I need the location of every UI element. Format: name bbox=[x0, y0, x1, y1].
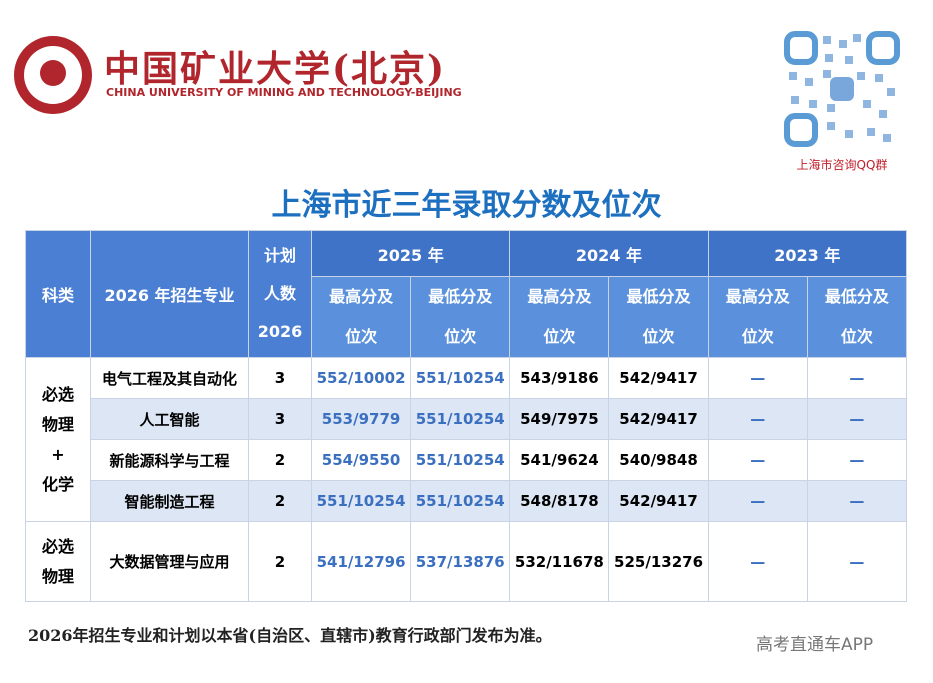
score-cell: — bbox=[707, 357, 808, 399]
sub-header: 最高分及位次 bbox=[509, 276, 610, 358]
score-cell: 532/11678 bbox=[509, 521, 610, 602]
header-cell: 计划人数 2026 bbox=[248, 230, 312, 358]
subject-line: 必选 bbox=[41, 536, 74, 556]
score-cell: 552/10002 bbox=[310, 357, 412, 399]
score-cell: — bbox=[806, 439, 908, 481]
subject-line: 必选 bbox=[41, 384, 74, 404]
score-cell: — bbox=[806, 521, 908, 602]
header-line: 人数 bbox=[263, 284, 296, 303]
score-cell: 551/10254 bbox=[410, 398, 511, 440]
header-line: 2026 bbox=[257, 322, 303, 341]
footnote: 2026年招生专业和计划以本省(自治区、直辖市)教育行政部门发布为准。 bbox=[28, 626, 552, 645]
major-cell: 大数据管理与应用 bbox=[90, 521, 249, 602]
score-cell: — bbox=[806, 357, 908, 399]
sub-header-text: 最高分及位次 bbox=[329, 287, 394, 346]
score-table: 科类 2026 年招生专业 计划 人数 2026 2025 年 2024 年 2023 年最高… bbox=[25, 230, 908, 602]
score-cell: 551/10254 bbox=[410, 480, 511, 522]
score-cell: 541/12796 bbox=[310, 521, 412, 602]
score-cell: 537/13876 bbox=[410, 521, 511, 602]
sub-header-text: 最高分及位次 bbox=[527, 287, 592, 346]
score-cell: 542/9417 bbox=[608, 357, 709, 399]
score-cell: 549/7975 bbox=[509, 398, 610, 440]
sub-header: 最低分及位次 bbox=[806, 276, 908, 358]
score-cell: 548/8178 bbox=[509, 480, 610, 522]
subject-line: 物理 bbox=[41, 414, 74, 434]
logo bbox=[14, 36, 92, 114]
sub-header: 最高分及位次 bbox=[310, 276, 412, 358]
header-line: 计划 bbox=[263, 246, 296, 265]
sub-header: 最低分及位次 bbox=[410, 276, 511, 358]
subject-line: + bbox=[51, 444, 65, 464]
score-cell: 540/9848 bbox=[608, 439, 709, 481]
score-cell: 551/10254 bbox=[410, 439, 511, 481]
score-cell: 541/9624 bbox=[509, 439, 610, 481]
qr-caption: 上海市咨询QQ群 bbox=[796, 158, 888, 172]
score-cell: 553/9779 bbox=[310, 398, 412, 440]
data-row: 新能源科学与工程 2 554/9550 551/10254 541/9624 540/98… bbox=[26, 439, 908, 481]
score-cell: 542/9417 bbox=[608, 480, 709, 522]
qr-code bbox=[783, 30, 901, 148]
sub-header-text: 最高分及位次 bbox=[725, 287, 790, 346]
score-cell: 554/9550 bbox=[310, 439, 412, 481]
year-header: 2023 年 bbox=[707, 230, 908, 277]
score-cell: — bbox=[707, 439, 808, 481]
score-cell: 551/10254 bbox=[410, 357, 511, 399]
sub-header-text: 最低分及位次 bbox=[626, 287, 691, 346]
score-cell: — bbox=[707, 521, 808, 602]
plan-cell: 3 bbox=[248, 398, 312, 440]
year-header: 2024 年 bbox=[509, 230, 709, 277]
subject-cell: 必选 物理 bbox=[25, 521, 91, 602]
major-cell: 人工智能 bbox=[90, 398, 249, 440]
score-cell: 543/9186 bbox=[509, 357, 610, 399]
data-row: 人工智能 3 553/9779 551/10254 549/7975 542/9417— — bbox=[26, 398, 908, 440]
subject-line: 物理 bbox=[41, 566, 74, 586]
plan-cell: 2 bbox=[248, 480, 312, 522]
page-title: 上海市近三年录取分数及位次 bbox=[271, 188, 662, 223]
score-cell: 542/9417 bbox=[608, 398, 709, 440]
subject-line: 化学 bbox=[41, 474, 74, 494]
score-cell: — bbox=[806, 398, 908, 440]
sub-header-text: 最低分及位次 bbox=[824, 287, 889, 346]
sub-header: 最高分及位次 bbox=[707, 276, 808, 358]
score-cell: — bbox=[806, 480, 908, 522]
data-row: 智能制造工程 2 551/10254 551/10254 548/8178 542/941… bbox=[26, 480, 908, 522]
header-cell: 2026 年招生专业 bbox=[90, 230, 249, 358]
score-cell: 551/10254 bbox=[310, 480, 412, 522]
score-cell: — bbox=[707, 480, 808, 522]
watermark: 高考直通车APP bbox=[756, 635, 874, 655]
sub-header: 最低分及位次 bbox=[608, 276, 709, 358]
major-cell: 电气工程及其自动化 bbox=[90, 357, 249, 399]
header-cell: 科类 bbox=[25, 230, 91, 358]
data-row: 必选 物理 + 化学 电气工程及其自动化 3 552/10002 551/10254 543/9… bbox=[25, 357, 908, 522]
sub-header-text: 最低分及位次 bbox=[428, 287, 493, 346]
plan-cell: 2 bbox=[248, 521, 312, 602]
university-english: CHINA UNIVERSITY OF MINING AND TECHNOLOG… bbox=[106, 86, 462, 99]
score-cell: — bbox=[707, 398, 808, 440]
score-cell: 525/13276 bbox=[608, 521, 709, 602]
data-row: 必选物理 大数据管理与应用 2 541/12796 537/13876 532/11678… bbox=[25, 521, 908, 602]
plan-cell: 3 bbox=[248, 357, 312, 399]
university-name: 中国矿业大学(北京) bbox=[104, 48, 447, 90]
header-row: 科类 2026 年招生专业 计划人数 2026 2025 年 2024 年 2023 年 bbox=[25, 230, 908, 358]
year-header: 2025 年 bbox=[310, 230, 511, 277]
major-cell: 智能制造工程 bbox=[90, 480, 249, 522]
major-cell: 新能源科学与工程 bbox=[90, 439, 249, 481]
header-row: 最高分及位次 最低分及位次 最高分及位次 最低分及位次 最高分及位次 最低分及位次 bbox=[26, 276, 908, 358]
subject-cell: 必选物理 + 化学 bbox=[25, 357, 91, 522]
plan-cell: 2 bbox=[248, 439, 312, 481]
